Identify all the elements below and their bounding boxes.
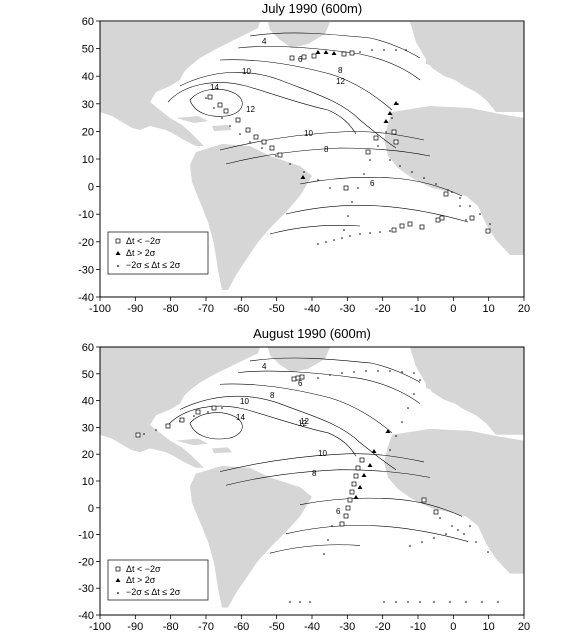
legend-dot-icon <box>117 265 119 267</box>
y-tick-label: 20 <box>82 449 94 461</box>
axis-ticks: -100 -90 -80 -70 -60 -50 -40 -30 -20 -10 0 10 206050… <box>78 16 530 633</box>
contour-label: 6 <box>336 507 341 516</box>
y-tick-label: 0 <box>88 503 94 515</box>
contour-label: 12 <box>298 419 307 428</box>
x-tick-label: -60 <box>233 303 249 315</box>
x-tick-label: 0 <box>450 621 456 633</box>
ship-track-dots <box>143 370 499 603</box>
legend: Δt < −2σ Δt > 2σ −2σ ≤ Δt ≤ 2σ <box>107 231 209 275</box>
legend-label-warm: Δt > 2σ <box>126 575 156 585</box>
contour-label: 12 <box>336 77 345 86</box>
contour-label: 4 <box>262 37 267 46</box>
contour-label: 6 <box>370 179 375 188</box>
contour-label: 8 <box>312 469 317 478</box>
y-tick-label: -40 <box>78 610 94 622</box>
y-tick-label: 50 <box>82 369 94 381</box>
contour-label: 10 <box>304 129 313 138</box>
x-tick-label: 20 <box>518 621 530 633</box>
x-tick-label: -50 <box>269 621 285 633</box>
ship-track-dots <box>205 49 491 245</box>
contour-label: 10 <box>242 67 251 76</box>
contour-label: 8 <box>270 391 275 400</box>
y-tick-label: -30 <box>78 264 94 276</box>
contour-label: 8 <box>324 145 329 154</box>
legend-label-warm: Δt > 2σ <box>126 248 156 258</box>
x-tick-label: 10 <box>483 621 495 633</box>
y-tick-label: 30 <box>82 99 94 111</box>
y-tick-label: -40 <box>78 292 94 304</box>
contour-label: 10 <box>240 397 249 406</box>
y-tick-label: 30 <box>82 422 94 434</box>
legend-dot-icon <box>117 592 119 594</box>
legend: Δt < −2σ Δt > 2σ −2σ ≤ Δt ≤ 2σ <box>107 559 209 601</box>
x-tick-label: -70 <box>198 621 214 633</box>
cold-anomaly-markers <box>207 50 491 234</box>
contour-label: 6 <box>298 379 303 388</box>
contour-label: 6 <box>298 55 303 64</box>
x-tick-label: -20 <box>375 303 391 315</box>
contour-label: 14 <box>236 413 245 422</box>
contour-label: 12 <box>300 417 309 426</box>
x-tick-label: -80 <box>163 621 179 633</box>
y-tick-label: 50 <box>82 44 94 56</box>
x-tick-label: -40 <box>304 303 320 315</box>
x-tick-label: -90 <box>127 303 143 315</box>
panel-title-august: August 1990 (600m) <box>253 326 371 341</box>
x-tick-label: -60 <box>233 621 249 633</box>
legend-label-cold: Δt < −2σ <box>126 236 161 246</box>
map-panel-july: 4 6 8 10 12 14 12 10 8 6 <box>99 20 525 298</box>
legend-triangle-icon <box>115 578 121 582</box>
y-tick-label: 60 <box>82 16 94 28</box>
y-tick-label: 40 <box>82 71 94 83</box>
panel-title-july: July 1990 (600m) <box>261 1 363 16</box>
contour-label: 14 <box>210 83 219 92</box>
x-tick-label: 20 <box>518 303 530 315</box>
legend-square-icon <box>115 566 121 572</box>
contour-label: 8 <box>338 66 343 75</box>
y-tick-label: 40 <box>82 396 94 408</box>
x-tick-label: -20 <box>375 621 391 633</box>
x-tick-label: -40 <box>304 621 320 633</box>
x-tick-label: -70 <box>198 303 214 315</box>
contour-label: 12 <box>246 105 255 114</box>
contour-label: 4 <box>262 362 267 371</box>
map-panel-august: 4 6 8 10 12 14 12 10 8 6 <box>99 346 525 616</box>
y-tick-label: 60 <box>82 342 94 354</box>
y-tick-label: -30 <box>78 583 94 595</box>
y-tick-label: -10 <box>78 209 94 221</box>
x-tick-label: -80 <box>163 303 179 315</box>
x-tick-label: -10 <box>410 621 426 633</box>
x-tick-label: -30 <box>339 621 355 633</box>
x-tick-label: -50 <box>269 303 285 315</box>
legend-label-cold: Δt < −2σ <box>126 564 161 574</box>
x-tick-label: -90 <box>127 621 143 633</box>
x-tick-label: 0 <box>450 303 456 315</box>
y-tick-label: -10 <box>78 530 94 542</box>
y-tick-label: -20 <box>78 556 94 568</box>
contour-label: 10 <box>318 449 327 458</box>
y-tick-label: -20 <box>78 237 94 249</box>
legend-label-normal: −2σ ≤ Δt ≤ 2σ <box>126 260 181 270</box>
x-tick-label: -30 <box>339 303 355 315</box>
x-tick-label: 10 <box>483 303 495 315</box>
warm-anomaly-markers <box>300 50 399 179</box>
x-tick-label: -100 <box>89 303 111 315</box>
cold-anomaly-markers <box>135 374 439 527</box>
legend-square-icon <box>115 238 121 244</box>
y-tick-label: 0 <box>88 182 94 194</box>
x-tick-label: -10 <box>410 303 426 315</box>
legend-triangle-icon <box>115 251 121 255</box>
y-tick-label: 20 <box>82 126 94 138</box>
y-tick-label: 10 <box>82 476 94 488</box>
warm-anomaly-markers <box>353 429 391 499</box>
y-tick-label: 10 <box>82 154 94 166</box>
x-tick-label: -100 <box>89 621 111 633</box>
legend-label-normal: −2σ ≤ Δt ≤ 2σ <box>126 587 181 597</box>
